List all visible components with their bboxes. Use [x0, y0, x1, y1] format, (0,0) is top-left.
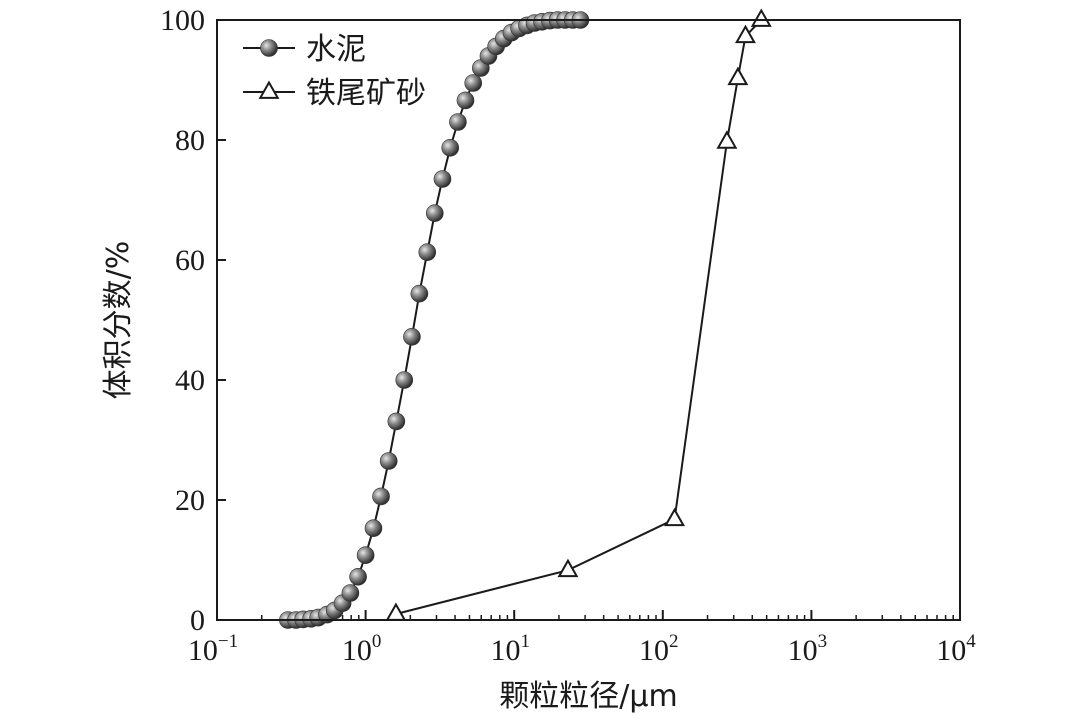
data-point-triangle	[664, 507, 686, 527]
x-axis-title: 颗粒粒径/μm	[499, 679, 677, 714]
y-axis-ticks: 0 20 40 60 80 100	[160, 4, 226, 637]
data-point-sphere	[403, 327, 421, 346]
data-point-sphere	[410, 284, 429, 303]
x-tick-label: 102	[639, 631, 679, 667]
data-point-sphere	[464, 74, 483, 92]
data-point-sphere	[364, 519, 383, 538]
y-tick-label: 60	[175, 244, 205, 277]
y-tick-label: 100	[160, 4, 205, 37]
x-axis-ticks: 10−1 100 101 102 103 104	[188, 610, 976, 667]
x-tick-label: 100	[342, 631, 382, 667]
data-point-sphere	[433, 170, 452, 188]
x-tick-label: 104	[936, 631, 976, 667]
data-point-sphere	[418, 243, 437, 261]
series-layer	[279, 8, 772, 629]
y-tick-label: 40	[175, 364, 205, 397]
x-tick-label: 10−1	[188, 631, 238, 667]
series-line-2	[395, 19, 763, 615]
y-axis-title: 体积分数/%	[101, 241, 136, 400]
data-point-sphere	[372, 487, 390, 506]
legend-label: 水泥	[306, 32, 366, 67]
data-point-triangle	[750, 8, 772, 27]
x-tick-label: 103	[788, 631, 828, 667]
data-point-sphere	[441, 139, 460, 157]
data-point-sphere	[456, 91, 475, 110]
y-tick-label: 0	[190, 604, 205, 637]
data-point-triangle	[557, 558, 579, 578]
data-point-sphere	[349, 567, 367, 586]
legend-label: 铁尾矿砂	[306, 76, 426, 111]
data-point-triangle	[735, 24, 756, 44]
legend-marker-sphere	[260, 39, 278, 57]
legend-marker-triangle	[258, 80, 280, 99]
data-point-sphere	[395, 371, 414, 389]
data-point-sphere	[387, 412, 406, 431]
y-tick-label: 80	[175, 124, 205, 157]
data-point-sphere	[449, 113, 467, 131]
data-point-sphere	[425, 204, 444, 222]
data-point-triangle	[716, 130, 738, 149]
plot-frame	[216, 19, 961, 621]
x-tick-label: 101	[490, 631, 530, 667]
data-point-sphere	[356, 546, 375, 565]
data-point-triangle	[727, 66, 749, 86]
y-tick-label: 20	[175, 484, 205, 517]
data-point-sphere	[379, 452, 398, 470]
data-point-sphere	[341, 584, 360, 602]
